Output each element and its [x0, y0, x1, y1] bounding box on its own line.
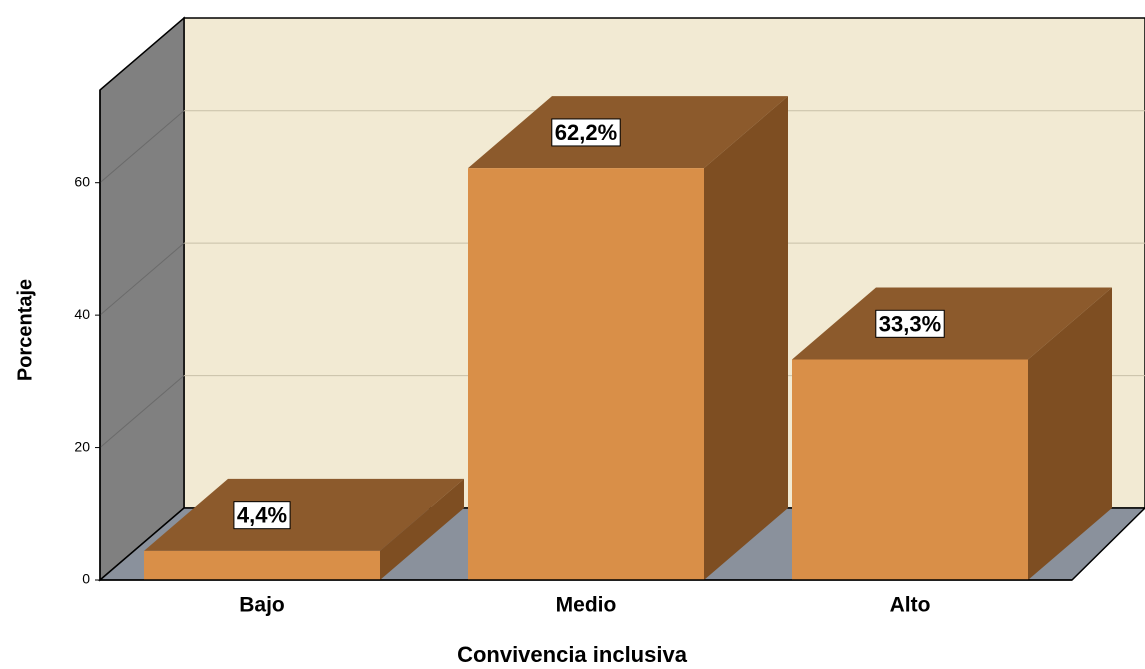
- x-tick-label: Alto: [890, 594, 931, 617]
- bar: [792, 359, 1028, 580]
- y-tick-label: 20: [74, 438, 90, 454]
- grid-line: [99, 242, 185, 316]
- y-axis-label: Porcentaje: [14, 279, 36, 381]
- bar: [468, 168, 704, 580]
- y-tick-label: 40: [74, 306, 90, 322]
- bar-top: [468, 96, 788, 169]
- left-wall: [99, 16, 185, 582]
- bar: [144, 550, 380, 580]
- x-tick-label: Bajo: [239, 594, 285, 617]
- data-label-box: [233, 501, 291, 530]
- y-tick-label: 60: [74, 173, 90, 189]
- data-label-box: [551, 118, 621, 147]
- data-label: 33,3%: [879, 311, 941, 336]
- bar-top: [144, 478, 464, 551]
- data-label-box: [875, 309, 945, 338]
- x-axis-label: Convivencia inclusiva: [457, 642, 688, 667]
- grid-line: [99, 110, 185, 184]
- bar-side: [380, 478, 464, 580]
- x-tick-label: Medio: [556, 594, 617, 617]
- grid-line: [99, 375, 185, 448]
- bar-side: [704, 96, 788, 580]
- bar-side: [1028, 287, 1112, 580]
- data-label: 4,4%: [237, 503, 287, 528]
- y-tick-label: 0: [82, 571, 90, 587]
- bar-top: [792, 287, 1112, 360]
- data-label: 62,2%: [555, 120, 617, 145]
